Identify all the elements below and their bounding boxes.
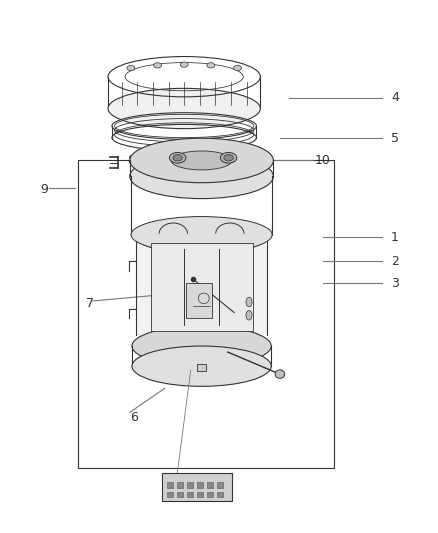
Bar: [217, 482, 223, 488]
Bar: [151, 243, 253, 331]
Ellipse shape: [275, 370, 285, 378]
Ellipse shape: [131, 216, 272, 253]
Bar: [177, 482, 184, 488]
Bar: [177, 492, 184, 497]
Bar: [136, 237, 267, 335]
Ellipse shape: [130, 138, 273, 183]
Bar: [217, 492, 223, 497]
Text: 6: 6: [130, 411, 138, 424]
Ellipse shape: [246, 297, 252, 307]
Text: 2: 2: [391, 255, 399, 268]
Text: 7: 7: [86, 297, 94, 310]
Ellipse shape: [130, 154, 273, 199]
Text: 5: 5: [391, 132, 399, 144]
Bar: [78, 160, 334, 468]
Bar: [162, 473, 232, 501]
Text: 8: 8: [127, 154, 136, 167]
Ellipse shape: [170, 152, 186, 163]
Bar: [197, 492, 203, 497]
Text: 3: 3: [391, 277, 399, 290]
Text: 10: 10: [315, 154, 331, 167]
Bar: [167, 482, 173, 488]
Ellipse shape: [108, 88, 260, 128]
Ellipse shape: [132, 346, 271, 386]
Bar: [187, 492, 193, 497]
Bar: [197, 482, 203, 488]
Text: 4: 4: [391, 91, 399, 104]
Text: 1: 1: [391, 231, 399, 244]
Bar: [197, 364, 206, 372]
Ellipse shape: [233, 66, 241, 71]
Ellipse shape: [180, 62, 188, 67]
Ellipse shape: [127, 66, 135, 71]
Ellipse shape: [207, 63, 215, 68]
Ellipse shape: [220, 152, 237, 163]
Ellipse shape: [132, 326, 271, 366]
Bar: [187, 482, 193, 488]
Bar: [186, 284, 212, 318]
Bar: [167, 492, 173, 497]
Ellipse shape: [246, 311, 252, 320]
Bar: [207, 482, 213, 488]
Ellipse shape: [154, 63, 162, 68]
Text: 9: 9: [41, 183, 49, 196]
Ellipse shape: [224, 155, 233, 161]
Bar: [207, 492, 213, 497]
Ellipse shape: [173, 155, 183, 161]
Ellipse shape: [136, 221, 267, 254]
Ellipse shape: [171, 151, 232, 170]
